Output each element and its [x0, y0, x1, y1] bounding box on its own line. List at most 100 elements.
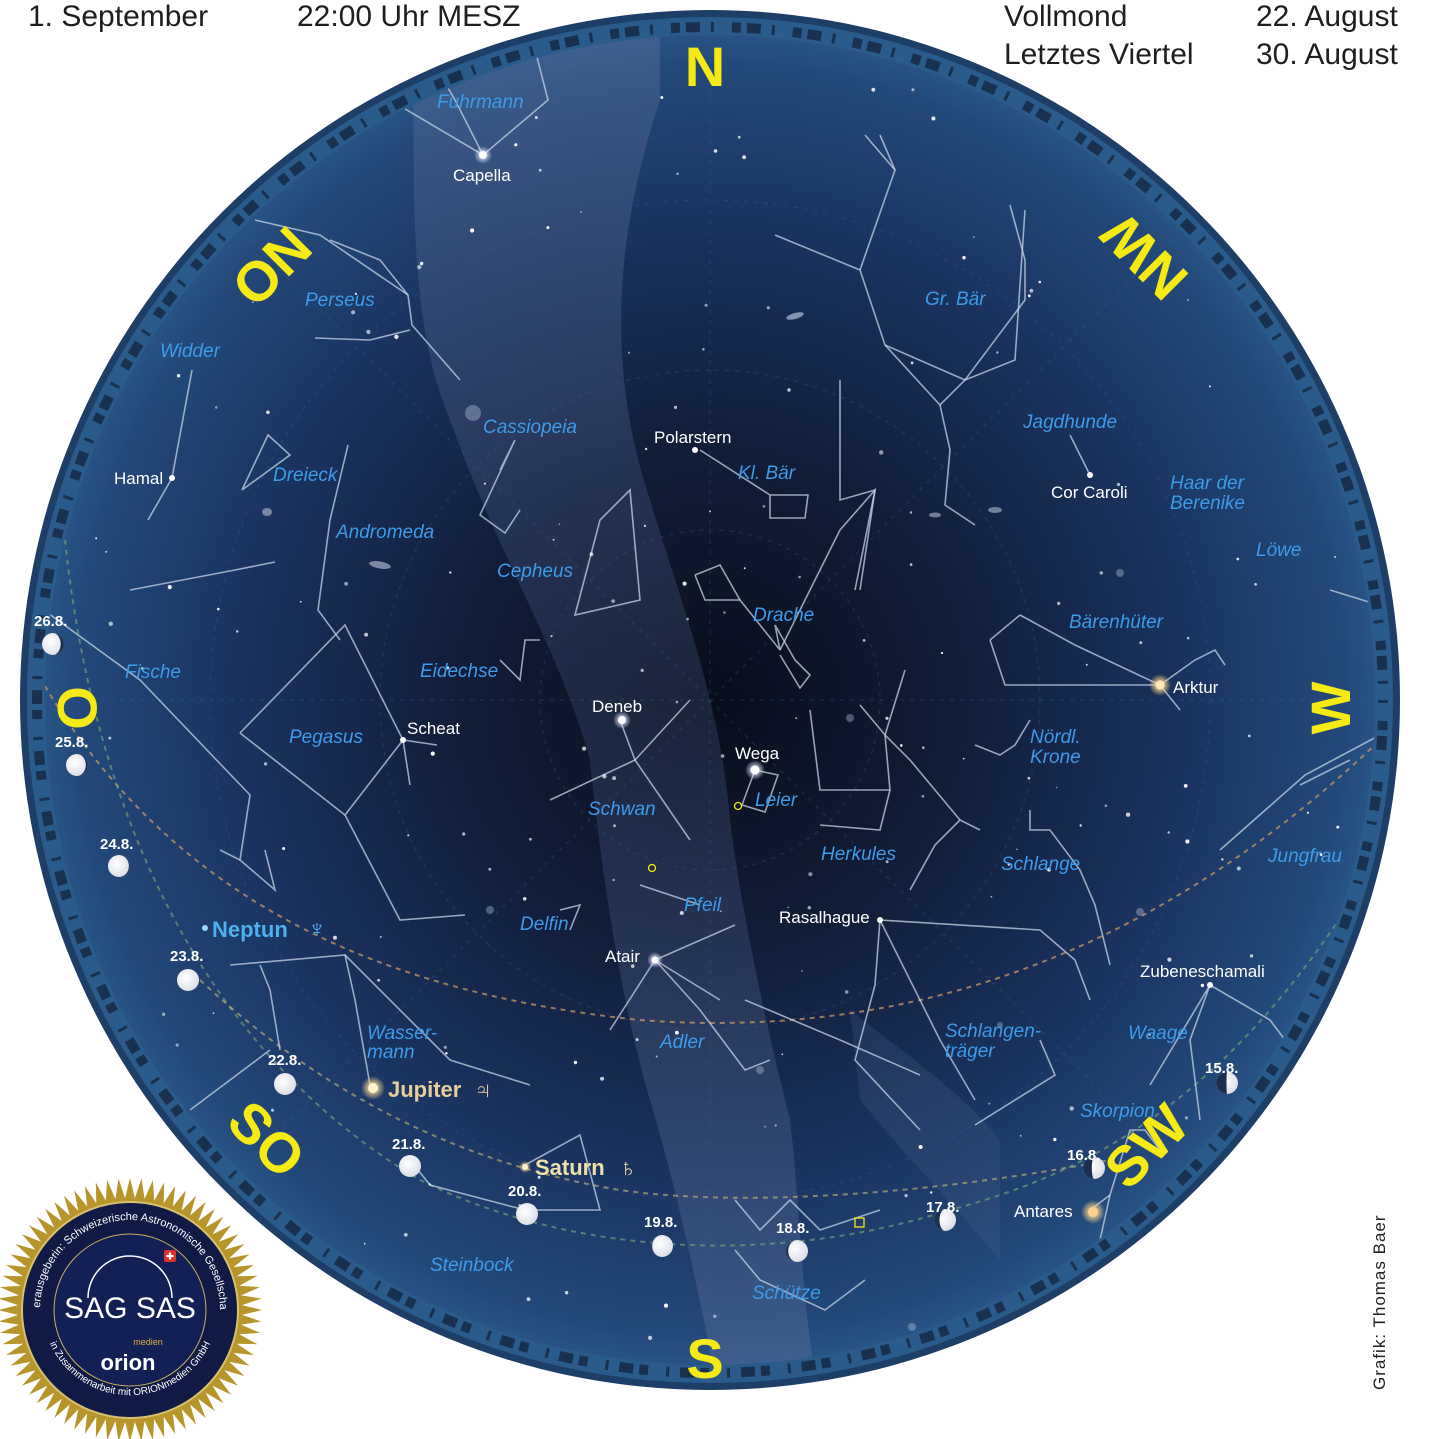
star [419, 261, 424, 266]
star [885, 716, 889, 720]
star [909, 511, 913, 514]
star-rasalhague: Rasalhague [779, 908, 870, 927]
star [344, 581, 348, 586]
star [379, 935, 382, 939]
star [558, 523, 561, 525]
label-neptun: Neptun [212, 917, 288, 942]
star [990, 895, 993, 898]
star [108, 621, 114, 626]
star [709, 510, 711, 513]
badge-medien: medien [133, 1337, 163, 1347]
moon-18 [786, 1240, 808, 1262]
star [1053, 1137, 1057, 1142]
label-schlangentraeger-1: Schlangen- [945, 1021, 1041, 1042]
star [1185, 839, 1190, 844]
star [403, 1232, 408, 1237]
star [844, 990, 849, 994]
label-dreieck: Dreieck [273, 465, 339, 486]
star [940, 651, 944, 655]
star [719, 910, 722, 913]
star [611, 599, 615, 603]
star [546, 226, 550, 230]
star [1221, 858, 1224, 861]
moon-19 [651, 1235, 673, 1257]
label-cepheus: Cepheus [497, 561, 574, 582]
star [534, 116, 538, 119]
star [702, 348, 705, 351]
star [910, 361, 914, 365]
last-quarter-label: Letztes Viertel [1004, 38, 1194, 71]
star [1085, 663, 1088, 666]
date-label: 1. September [28, 0, 209, 33]
star [264, 762, 268, 766]
star [483, 482, 486, 485]
star [582, 746, 587, 751]
star [1187, 299, 1189, 301]
star [675, 1030, 679, 1035]
star [417, 265, 422, 270]
bright-stars [169, 146, 1213, 1228]
saturn-symbol: ♄ [619, 1155, 637, 1182]
star [1208, 385, 1211, 388]
moon-date-17: 17.8. [926, 1199, 959, 1216]
label-wassermann-1: Wasser- [367, 1023, 437, 1044]
star [612, 878, 615, 882]
moon-20 [516, 1203, 538, 1225]
star [1184, 1116, 1189, 1120]
star [1099, 571, 1104, 575]
label-eidechse: Eidechse [420, 661, 498, 682]
star [1029, 288, 1034, 293]
star [787, 388, 791, 392]
star [1236, 557, 1240, 561]
star [1116, 482, 1121, 487]
label-perseus: Perseus [305, 290, 375, 311]
horizon-silhouette [32, 22, 1388, 1378]
star [612, 776, 617, 781]
label-adler: Adler [659, 1032, 705, 1053]
star-cor-caroli: Cor Caroli [1051, 483, 1128, 502]
label-noerdl-krone-2: Krone [1030, 747, 1081, 768]
star [686, 617, 689, 621]
star [988, 1102, 991, 1105]
star [663, 1303, 669, 1308]
badge-dome-icon [87, 1255, 173, 1299]
moon-date-19: 19.8. [644, 1214, 677, 1231]
star [931, 116, 936, 121]
star [1019, 1134, 1022, 1137]
badge-orion-logo: orion [101, 1350, 156, 1375]
star [522, 897, 527, 901]
star [363, 1242, 366, 1245]
label-herkules: Herkules [821, 844, 896, 865]
star [212, 1012, 215, 1015]
neptun-symbol: ♆ [308, 916, 326, 943]
star [1055, 786, 1058, 789]
label-fuhrmann: Fuhrmann [437, 92, 524, 113]
label-loewe: Löwe [1256, 540, 1301, 561]
star [930, 1191, 933, 1194]
moon-shadow [77, 754, 88, 776]
star-labels: Capella Hamal Polarstern Cor Caroli Dene… [114, 166, 1265, 1221]
star [795, 717, 798, 720]
star [655, 1055, 658, 1058]
star [1200, 983, 1205, 988]
star [443, 1045, 447, 1049]
full-moon-label: Vollmond [1004, 0, 1128, 33]
star [428, 1183, 431, 1186]
star [1254, 583, 1257, 586]
star [1069, 1106, 1074, 1111]
star [918, 1145, 923, 1149]
star [445, 1052, 448, 1055]
label-jungfrau: Jungfrau [1267, 846, 1342, 867]
moon-date-25: 25.8. [55, 734, 88, 751]
label-gr-baer: Gr. Bär [925, 289, 986, 310]
star-hamal: Hamal [114, 469, 163, 488]
star [1125, 812, 1131, 817]
star [962, 757, 965, 760]
moon-date-22: 22.8. [268, 1052, 301, 1069]
star [879, 450, 884, 455]
star [354, 292, 357, 295]
star-zubeneschamali: Zubeneschamali [1140, 962, 1265, 981]
star [1336, 825, 1340, 829]
ecliptic [45, 659, 1375, 1024]
